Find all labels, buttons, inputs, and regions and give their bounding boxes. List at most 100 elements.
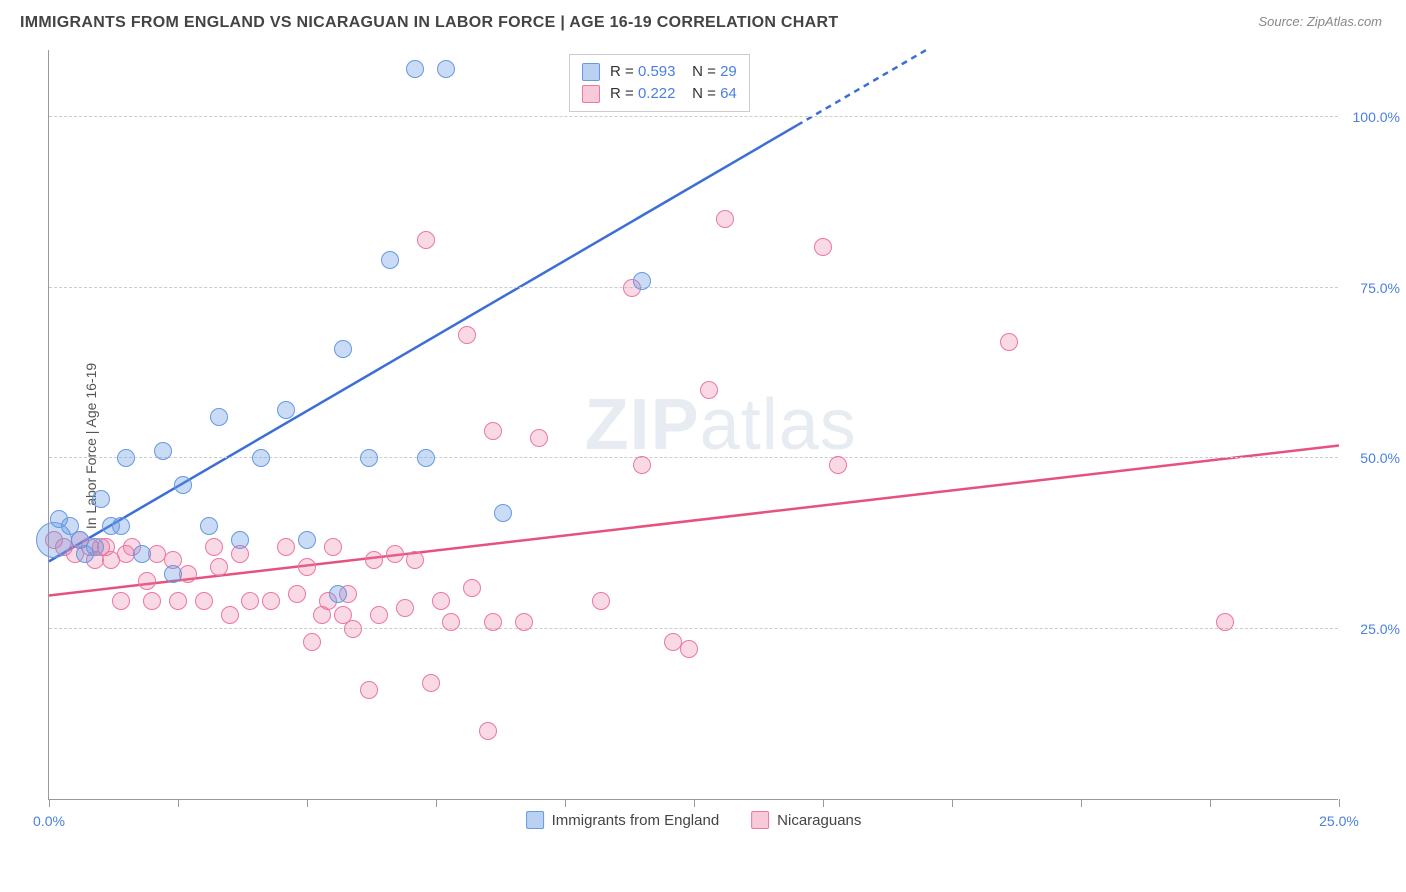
- data-point: [298, 531, 316, 549]
- data-point: [210, 558, 228, 576]
- y-tick-label: 50.0%: [1360, 450, 1400, 466]
- data-point: [432, 592, 450, 610]
- data-point: [252, 449, 270, 467]
- source-label: Source: ZipAtlas.com: [1258, 14, 1382, 29]
- data-point: [700, 381, 718, 399]
- data-point: [329, 585, 347, 603]
- bottom-legend: Immigrants from England Nicaraguans: [526, 811, 862, 829]
- data-point: [417, 449, 435, 467]
- gridline: [49, 628, 1338, 629]
- data-point: [344, 620, 362, 638]
- data-point: [169, 592, 187, 610]
- data-point: [205, 538, 223, 556]
- data-point: [406, 551, 424, 569]
- data-point: [360, 681, 378, 699]
- data-point: [303, 633, 321, 651]
- x-tick: [1081, 799, 1082, 807]
- x-tick: [178, 799, 179, 807]
- data-point: [458, 326, 476, 344]
- data-point: [133, 545, 151, 563]
- data-point: [164, 565, 182, 583]
- y-tick-label: 25.0%: [1360, 621, 1400, 637]
- data-point: [277, 538, 295, 556]
- legend-swatch: [582, 63, 600, 81]
- x-tick: [1339, 799, 1340, 807]
- data-point: [680, 640, 698, 658]
- data-point: [221, 606, 239, 624]
- stats-text: R = 0.222 N = 64: [610, 83, 737, 105]
- legend-swatch: [582, 85, 600, 103]
- x-tick: [436, 799, 437, 807]
- data-point: [633, 272, 651, 290]
- data-point: [143, 592, 161, 610]
- data-point: [370, 606, 388, 624]
- legend-item: Immigrants from England: [526, 811, 720, 829]
- data-point: [417, 231, 435, 249]
- legend-swatch: [751, 811, 769, 829]
- data-point: [515, 613, 533, 631]
- x-tick: [952, 799, 953, 807]
- data-point: [195, 592, 213, 610]
- x-tick: [307, 799, 308, 807]
- data-point: [386, 545, 404, 563]
- chart-title: IMMIGRANTS FROM ENGLAND VS NICARAGUAN IN…: [20, 14, 1386, 32]
- data-point: [716, 210, 734, 228]
- chart-container: IMMIGRANTS FROM ENGLAND VS NICARAGUAN IN…: [0, 0, 1406, 892]
- x-tick: [1210, 799, 1211, 807]
- data-point: [277, 401, 295, 419]
- y-tick-label: 100.0%: [1353, 109, 1400, 125]
- data-point: [530, 429, 548, 447]
- legend-item: Nicaraguans: [751, 811, 861, 829]
- x-tick-label: 0.0%: [33, 813, 65, 829]
- data-point: [174, 476, 192, 494]
- data-point: [463, 579, 481, 597]
- x-tick-label: 25.0%: [1319, 813, 1359, 829]
- data-point: [437, 60, 455, 78]
- data-point: [241, 592, 259, 610]
- data-point: [210, 408, 228, 426]
- x-tick: [823, 799, 824, 807]
- data-point: [381, 251, 399, 269]
- trend-line: [797, 50, 926, 125]
- gridline: [49, 457, 1338, 458]
- stats-text: R = 0.593 N = 29: [610, 61, 737, 83]
- data-point: [814, 238, 832, 256]
- data-point: [138, 572, 156, 590]
- data-point: [484, 613, 502, 631]
- data-point: [484, 422, 502, 440]
- data-point: [324, 538, 342, 556]
- data-point: [442, 613, 460, 631]
- data-point: [200, 517, 218, 535]
- data-point: [479, 722, 497, 740]
- plot-area: ZIPatlas 25.0%50.0%75.0%100.0%0.0%25.0%R…: [48, 50, 1338, 800]
- data-point: [365, 551, 383, 569]
- gridline: [49, 116, 1338, 117]
- data-point: [1216, 613, 1234, 631]
- legend-swatch: [526, 811, 544, 829]
- data-point: [86, 538, 104, 556]
- data-point: [1000, 333, 1018, 351]
- data-point: [92, 490, 110, 508]
- x-tick: [694, 799, 695, 807]
- legend-label: Nicaraguans: [777, 812, 861, 829]
- y-tick-label: 75.0%: [1360, 280, 1400, 296]
- data-point: [262, 592, 280, 610]
- data-point: [179, 565, 197, 583]
- data-point: [396, 599, 414, 617]
- trend-line: [49, 125, 797, 561]
- stats-row: R = 0.222 N = 64: [582, 83, 737, 105]
- legend-label: Immigrants from England: [552, 812, 720, 829]
- data-point: [154, 442, 172, 460]
- stats-legend: R = 0.593 N = 29R = 0.222 N = 64: [569, 54, 750, 112]
- data-point: [117, 449, 135, 467]
- trend-line: [49, 445, 1339, 595]
- data-point: [829, 456, 847, 474]
- x-tick: [565, 799, 566, 807]
- data-point: [112, 592, 130, 610]
- data-point: [360, 449, 378, 467]
- data-point: [334, 340, 352, 358]
- data-point: [298, 558, 316, 576]
- data-point: [406, 60, 424, 78]
- title-bar: IMMIGRANTS FROM ENGLAND VS NICARAGUAN IN…: [20, 14, 1386, 32]
- data-point: [494, 504, 512, 522]
